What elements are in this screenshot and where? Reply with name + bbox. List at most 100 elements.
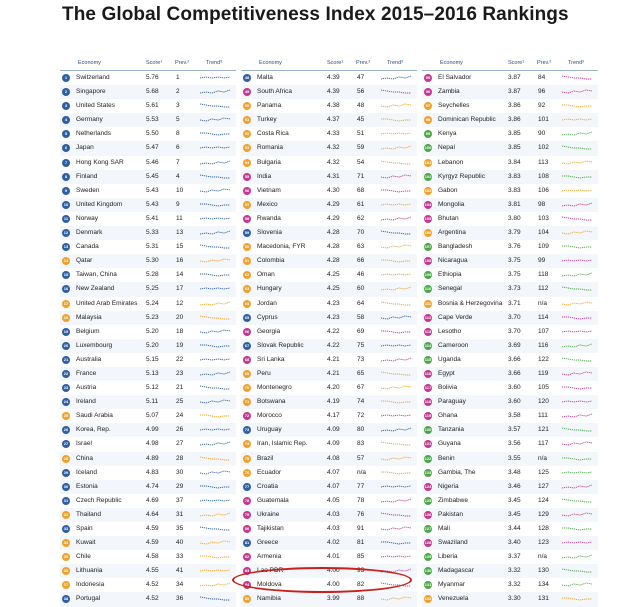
table-row: 124 Nigeria 3.46 127 [422,479,598,494]
rank-badge: 108 [424,257,432,266]
score-value: 4.64 [146,510,159,518]
economy-name: Indonesia [76,581,105,589]
score-value: 4.25 [327,271,340,279]
rank-badge: 51 [243,116,251,125]
prev-rank: 111 [538,412,548,420]
score-value: 3.56 [508,440,521,448]
rank-badge: 99 [424,130,432,139]
rank-badge: 132 [424,595,432,604]
prev-rank: 47 [357,74,365,81]
rank-badge: 101 [424,158,432,167]
rank-badge: 70 [243,384,251,393]
table-row: 20 Luxembourg 5.20 19 [60,338,236,353]
prev-rank: 65 [357,369,365,377]
prev-rank: 80 [357,426,365,434]
table-row: 63 Hungary 4.25 60 [241,282,417,297]
table-row: 115 Uganda 3.66 122 [422,353,598,367]
economy-name: Qatar [76,257,93,265]
score-value: 4.22 [327,341,340,349]
trend-sparkline [562,327,594,337]
rank-badge: 30 [62,482,70,491]
trend-sparkline [381,143,413,153]
trend-sparkline [381,355,413,365]
table-row: 7 Hong Kong SAR 5.46 7 [60,156,236,170]
economy-name: Lesotho [438,327,462,335]
table-row: 121 Guyana 3.56 117 [422,437,598,451]
score-value: 4.29 [327,200,340,208]
economy-name: Lebanon [438,158,464,166]
score-value: 4.07 [327,482,340,490]
score-value: 4.39 [327,74,340,81]
prev-rank: 103 [538,214,549,222]
prev-rank: n/a [538,553,548,561]
economy-name: Finland [76,172,98,180]
economy-name: Bhutan [438,214,459,222]
rank-badge: 56 [243,186,251,195]
score-value: 4.28 [327,229,340,237]
prev-rank: 130 [538,567,549,575]
prev-rank: 114 [538,313,549,321]
economy-name: Sweden [76,186,100,194]
score-value: 3.80 [508,214,521,222]
prev-rank: 15 [176,243,184,251]
trend-sparkline [381,73,413,83]
trend-sparkline [562,270,594,280]
prev-rank: 96 [538,88,546,96]
table-row: 52 Costa Rica 4.33 51 [241,127,417,141]
table-row: 81 Greece 4.02 81 [241,536,417,551]
economy-name: Paraguay [438,398,466,406]
trend-sparkline [562,524,594,534]
trend-sparkline [381,411,413,421]
score-value: 5.68 [146,88,159,96]
table-row: 72 Morocco 4.17 72 [241,409,417,423]
score-value: 3.85 [508,130,521,138]
rank-badge: 69 [243,369,251,378]
table-row: 49 South Africa 4.39 56 [241,85,417,100]
score-value: 5.28 [146,271,159,279]
prev-rank: 37 [176,496,184,504]
prev-rank: 40 [176,539,184,547]
rank-badge: 31 [62,496,70,505]
table-row: 56 Vietnam 4.30 68 [241,184,417,198]
table-row: 77 Croatia 4.07 77 [241,479,417,494]
economy-name: Guyana [438,440,461,448]
score-value: 5.43 [146,186,159,194]
rank-badge: 37 [62,581,70,590]
economy-name: Panama [257,102,282,110]
prev-rank: 6 [176,144,180,152]
rank-badge: 36 [62,567,70,576]
table-row: 24 Ireland 5.11 25 [60,395,236,410]
table-row: 123 Gambia, The 3.48 125 [422,466,598,480]
prev-rank: 21 [176,384,184,392]
score-value: 3.45 [508,496,521,504]
trend-sparkline [200,143,232,153]
score-value: 4.39 [327,88,340,96]
trend-sparkline [200,115,232,125]
score-value: 4.22 [327,327,340,335]
ranking-rows: 1 Switzerland 5.76 1 2 Singapore 5.68 2 3 United … [60,71,236,607]
table-row: 127 Mali 3.44 128 [422,522,598,536]
rank-badge: 78 [243,496,251,505]
prev-rank: 118 [538,271,549,279]
trend-sparkline [562,242,594,252]
score-value: 3.71 [508,299,521,307]
score-value: 4.32 [327,158,340,166]
header-economy: Economy [78,60,101,66]
rank-badge: 35 [62,553,70,562]
table-row: 111 Bosnia & Herzegovina 3.71 n/a [422,297,598,311]
table-row: 27 Israel 4.98 27 [60,437,236,451]
rank-badge: 107 [424,243,432,252]
score-value: 3.58 [508,412,521,420]
economy-name: United Kingdom [76,200,123,208]
rank-badge: 72 [243,412,251,421]
trend-sparkline [562,510,594,520]
table-row: 97 Seychelles 3.86 92 [422,99,598,113]
table-row: 54 Bulgaria 4.32 54 [241,156,417,170]
table-row: 55 India 4.31 71 [241,169,417,184]
score-value: 3.83 [508,186,521,194]
rank-badge: 115 [424,355,432,364]
score-value: 4.55 [146,567,159,575]
score-value: 4.32 [327,144,340,152]
prev-rank: 4 [176,172,180,180]
economy-name: France [76,369,97,377]
